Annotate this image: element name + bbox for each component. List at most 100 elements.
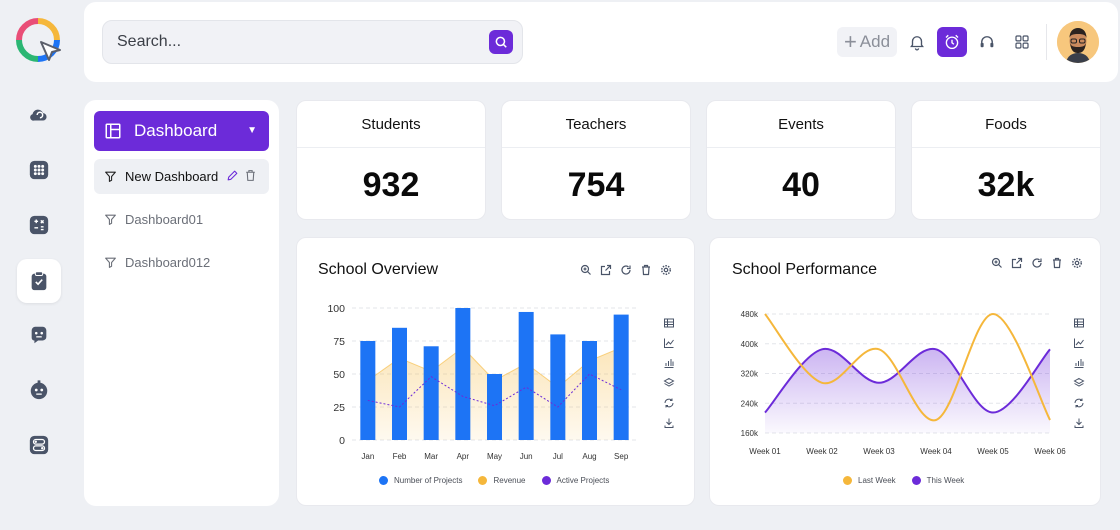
legend-item[interactable]: Revenue [478,476,526,485]
bar-mark [455,308,471,440]
apps-grid-button[interactable] [1007,27,1037,57]
legend-dot [911,476,921,485]
alarm-clock-icon [945,34,959,50]
y-tick-label: 320k [741,370,759,379]
bar-mark [582,341,597,440]
legend-item[interactable]: This Week [911,476,964,485]
x-tick-label: Week 01 [749,447,781,456]
table-icon[interactable] [1072,316,1086,330]
x-tick-label: Aug [582,452,596,461]
bar-mark [550,334,566,440]
chart-toolbar [990,256,1084,270]
line-chart-icon[interactable] [1072,336,1086,350]
legend-dot [478,476,488,485]
stat-title: Teachers [502,101,690,148]
layout-icon [104,122,122,140]
rail-apps-grid-icon[interactable] [17,148,61,192]
refresh-icon[interactable] [1030,256,1044,270]
y-tick-label: 50 [333,369,345,381]
sidebar-item-new-dashboard[interactable]: New Dashboard [94,159,269,194]
sidebar-item-label: Dashboard01 [125,212,204,227]
app-logo[interactable] [16,18,62,64]
layers-icon[interactable] [1072,376,1086,390]
stat-card-students: Students 932 [296,100,486,220]
rail-chatbot-icon[interactable] [17,313,61,357]
chart-toolbar [579,263,673,277]
sidebar-item-dashboard012[interactable]: Dashboard012 [94,245,269,280]
sidebar-item-label: Dashboard012 [125,255,211,270]
zoom-in-icon[interactable] [990,256,1004,270]
sync-icon[interactable] [1072,396,1086,410]
bar-mark [360,341,376,440]
filter-icon [104,213,117,226]
line-chart-icon[interactable] [662,336,676,350]
trash-icon[interactable] [639,263,653,277]
gear-icon[interactable] [659,263,673,277]
stat-value: 32k [977,165,1035,204]
gear-icon[interactable] [1070,256,1084,270]
add-button[interactable]: + Add [837,27,897,57]
zoom-in-icon[interactable] [579,263,593,277]
user-avatar[interactable] [1057,21,1099,63]
rail-cloud-icon[interactable] [17,93,61,137]
school-performance-chart: 480k 400k 320k 240k 160k Week 01 Week 02 Week 0… [741,310,1067,456]
y-tick-label: 100 [327,303,345,315]
download-icon[interactable] [662,416,676,430]
sync-icon[interactable] [662,396,676,410]
legend-dot [541,476,551,485]
search-button[interactable] [489,30,513,54]
rail-toggle-icon[interactable] [17,423,61,467]
search-input[interactable] [117,21,477,63]
x-tick-label: Week 02 [806,447,838,456]
x-tick-label: Jul [553,452,563,461]
plus-icon: + [843,29,857,54]
x-tick-label: Week 05 [977,447,1009,456]
rail-calculator-icon[interactable] [17,203,61,247]
chart-title: School Overview [318,261,439,278]
rail-clipboard-icon[interactable] [17,259,61,303]
chart-legend: Number of Projects Revenue Active Projec… [379,476,609,485]
bar-mark [423,346,439,440]
support-headset-button[interactable] [972,27,1002,57]
bar-mark [518,311,534,440]
legend-item[interactable]: Active Projects [541,476,610,485]
rail-robot-icon[interactable] [17,368,61,412]
bar-chart-icon[interactable] [1072,356,1086,370]
bell-icon [910,36,924,51]
external-link-icon[interactable] [1010,256,1024,270]
refresh-icon[interactable] [619,263,633,277]
chart-title: School Performance [732,261,877,278]
x-tick-label: Jun [520,452,533,461]
y-tick-label: 0 [339,435,345,447]
legend-item[interactable]: Last Week [843,476,896,485]
x-tick-label: Jan [361,452,374,461]
download-icon[interactable] [1072,416,1086,430]
layers-icon[interactable] [662,376,676,390]
table-icon[interactable] [662,316,676,330]
edit-pencil-icon[interactable] [226,169,239,182]
legend-item[interactable]: Number of Projects [379,476,462,485]
sidebar-item-dashboard01[interactable]: Dashboard01 [94,202,269,237]
x-tick-label: Apr [457,452,470,461]
trash-icon[interactable] [1050,256,1064,270]
trash-icon[interactable] [244,169,257,182]
dashboard-dropdown-button[interactable]: Dashboard ▼ [94,111,269,151]
this-week-line [764,348,1051,414]
y-tick-label: 480k [741,310,759,319]
x-tick-label: Week 04 [920,447,952,456]
x-tick-label: Week 03 [863,447,895,456]
filter-icon [104,170,117,183]
legend-label: Active Projects [556,476,610,485]
alarm-clock-button[interactable] [937,27,967,57]
legend-label: Revenue [493,476,526,485]
bar-mark [392,327,407,440]
stat-title: Foods [912,101,1100,148]
last-week-line [764,312,1051,422]
stat-card-events: Events 40 [706,100,896,220]
external-link-icon[interactable] [599,263,613,277]
bar-chart-icon[interactable] [662,356,676,370]
notification-bell-button[interactable] [902,27,932,57]
x-tick-label: Feb [393,452,407,461]
school-performance-card: School Performance 480k 400k 320k 240k 160k W… [709,237,1101,506]
